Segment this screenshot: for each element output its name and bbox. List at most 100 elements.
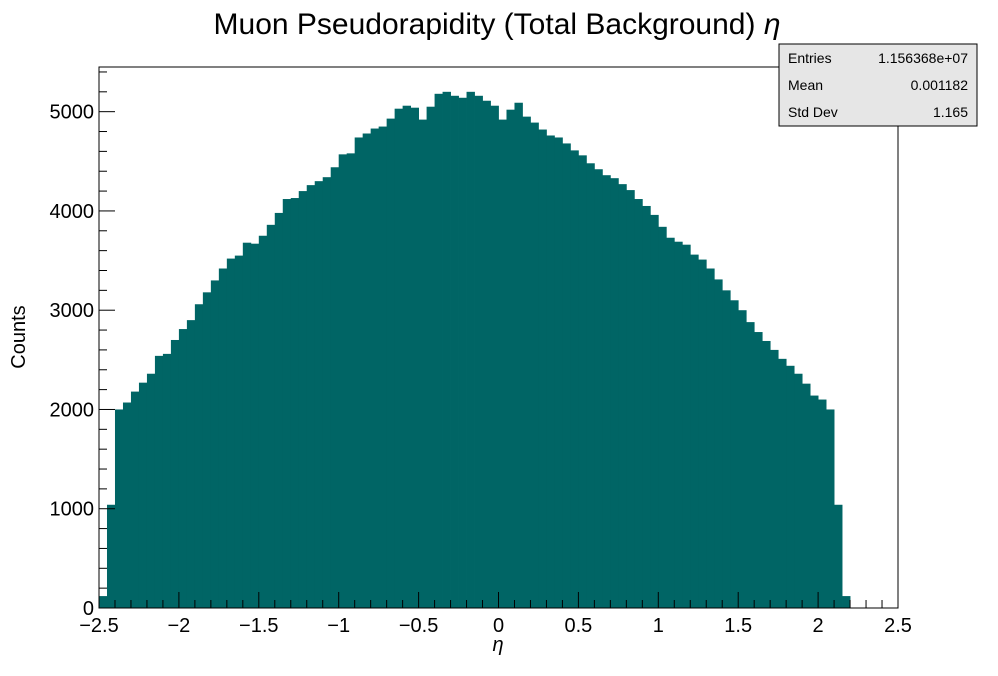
y-tick-label: 0 xyxy=(83,598,94,620)
bar xyxy=(626,190,635,608)
bar xyxy=(210,280,220,608)
bar xyxy=(290,198,300,608)
stats-entries-label: Entries xyxy=(788,50,832,66)
stats-entries-value: 1.156368e+07 xyxy=(878,50,968,66)
bar xyxy=(802,383,811,608)
bar xyxy=(378,126,388,608)
bar xyxy=(674,241,683,608)
bar xyxy=(610,178,619,608)
bar xyxy=(226,258,236,608)
bar xyxy=(386,118,396,608)
bar xyxy=(474,95,483,608)
bar xyxy=(738,310,747,608)
bar xyxy=(842,596,851,608)
stats-box-background xyxy=(778,43,978,127)
bar xyxy=(138,382,148,608)
bar xyxy=(178,329,188,608)
bar xyxy=(594,169,603,609)
bar xyxy=(338,154,348,608)
x-axis-ticks: −2.5 −2 −1.5 −1 −0.5 0 0.5 1 1.5 2 2.5 xyxy=(79,592,912,637)
bar xyxy=(538,129,547,609)
bar xyxy=(298,191,308,608)
bar xyxy=(402,105,412,609)
x-tick-label: −2 xyxy=(167,615,190,637)
bar xyxy=(666,237,675,608)
bar xyxy=(266,224,276,609)
bar xyxy=(722,290,731,608)
bar xyxy=(354,137,364,609)
stats-mean-value: 0.001182 xyxy=(911,77,969,93)
bar xyxy=(410,107,419,608)
bar xyxy=(370,128,380,608)
bar xyxy=(306,185,316,609)
bar xyxy=(282,199,292,608)
bar xyxy=(114,409,124,608)
bar xyxy=(522,116,531,608)
bar xyxy=(682,244,691,609)
bar xyxy=(482,100,491,608)
bar xyxy=(618,184,627,608)
bar xyxy=(658,226,667,608)
bar xyxy=(746,322,755,608)
bar xyxy=(586,163,595,608)
y-tick-label: 2000 xyxy=(50,399,95,421)
x-tick-label: 2.5 xyxy=(884,615,912,637)
stats-mean-label: Mean xyxy=(788,77,823,93)
y-tick-label: 5000 xyxy=(50,102,95,124)
y-axis-ticks: 0 1000 2000 3000 4000 5000 xyxy=(50,71,115,620)
x-axis-label: η xyxy=(492,634,503,656)
bar xyxy=(362,133,372,609)
bar xyxy=(714,279,723,608)
bar xyxy=(794,373,803,608)
bar xyxy=(202,292,212,608)
bar xyxy=(698,259,707,608)
stats-box: Entries 1.156368e+07 Mean 0.001182 Std D… xyxy=(778,43,978,127)
x-tick-label: −1.5 xyxy=(239,615,278,637)
bar xyxy=(186,320,196,608)
bar xyxy=(834,504,843,608)
bar xyxy=(274,212,284,609)
x-tick-label: 1.5 xyxy=(724,615,752,637)
bar xyxy=(458,97,467,609)
bar xyxy=(498,119,507,608)
bar xyxy=(778,358,787,608)
bar xyxy=(418,119,427,608)
bar xyxy=(730,300,739,608)
bar xyxy=(162,353,172,608)
bar xyxy=(99,596,108,608)
bar xyxy=(690,254,699,608)
bar xyxy=(346,153,356,609)
bar xyxy=(314,181,324,609)
bar xyxy=(562,143,571,608)
bar xyxy=(466,91,475,608)
bar xyxy=(634,199,643,608)
bar xyxy=(258,235,268,608)
bar xyxy=(122,402,132,608)
bar xyxy=(426,106,435,608)
bar xyxy=(490,105,499,609)
bar xyxy=(170,339,180,608)
bars-group xyxy=(99,91,851,609)
stats-stddev-label: Std Dev xyxy=(788,104,838,120)
bar xyxy=(810,395,819,608)
bar xyxy=(650,214,659,608)
bar xyxy=(394,108,404,608)
stats-stddev-value: 1.165 xyxy=(933,104,968,120)
y-tick-label: 4000 xyxy=(50,201,95,223)
bar xyxy=(754,332,763,608)
x-tick-label: −2.5 xyxy=(79,615,118,637)
bar xyxy=(154,355,164,608)
x-tick-label: 1 xyxy=(653,615,664,637)
y-tick-label: 1000 xyxy=(50,499,95,521)
chart-title: Muon Pseudorapidity (Total Background) η xyxy=(214,8,781,41)
bar xyxy=(826,409,835,608)
bar xyxy=(642,205,651,608)
x-tick-label: 0.5 xyxy=(564,615,592,637)
x-tick-label: 0 xyxy=(493,615,504,637)
bar xyxy=(818,399,827,608)
y-tick-label: 3000 xyxy=(50,300,95,322)
y-axis-label: Counts xyxy=(8,305,30,368)
bar xyxy=(578,155,587,608)
bar xyxy=(786,365,795,608)
